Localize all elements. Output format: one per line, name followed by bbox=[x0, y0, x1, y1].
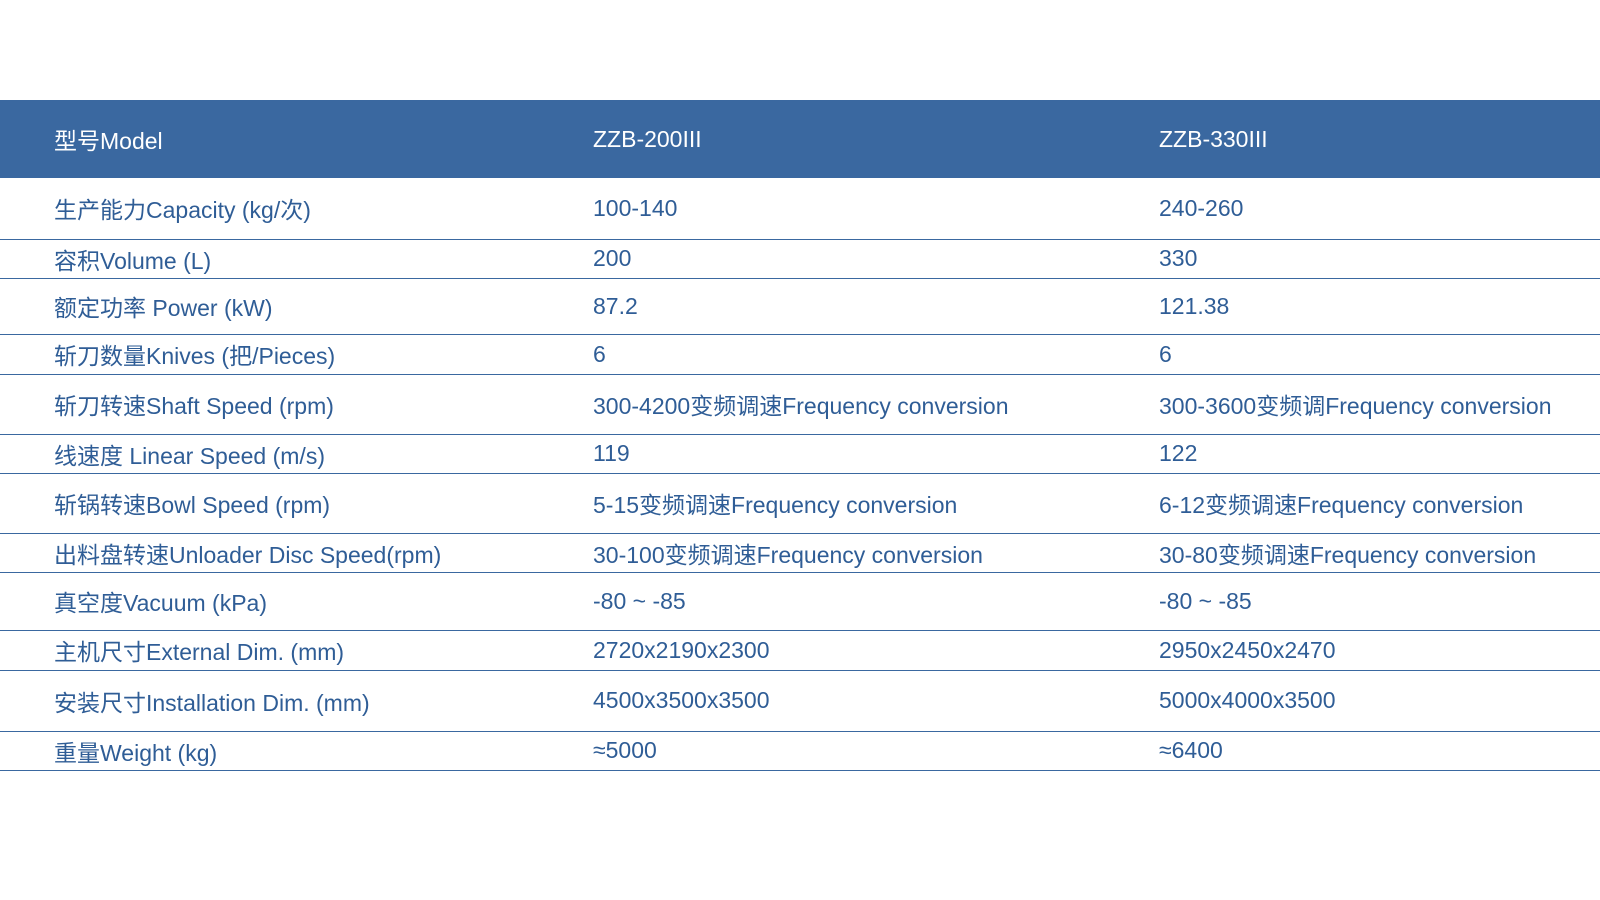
cell: 122 bbox=[1159, 434, 1600, 474]
cell: 300-3600变频调Frequency conversion bbox=[1159, 374, 1600, 435]
cell: 4500x3500x3500 bbox=[593, 670, 1159, 732]
row-label: 重量Weight (kg) bbox=[0, 731, 593, 771]
row-label: 真空度Vacuum (kPa) bbox=[0, 572, 593, 631]
cell: 100-140 bbox=[593, 178, 1159, 240]
header-row: 型号Model ZZB-200III ZZB-330III bbox=[0, 100, 1600, 178]
table-row: 额定功率 Power (kW) 87.2 121.38 bbox=[0, 278, 1600, 335]
table-row: 真空度Vacuum (kPa) -80 ~ -85 -80 ~ -85 bbox=[0, 572, 1600, 631]
row-label: 生产能力Capacity (kg/次) bbox=[0, 178, 593, 240]
row-label: 主机尺寸External Dim. (mm) bbox=[0, 630, 593, 671]
cell: 330 bbox=[1159, 239, 1600, 279]
table-row: 重量Weight (kg) ≈5000 ≈6400 bbox=[0, 731, 1600, 771]
table-row: 斩刀转速Shaft Speed (rpm) 300-4200变频调速Frequen… bbox=[0, 374, 1600, 435]
row-label: 斩刀转速Shaft Speed (rpm) bbox=[0, 374, 593, 435]
table-row: 主机尺寸External Dim. (mm) 2720x2190x2300 2950… bbox=[0, 630, 1600, 671]
row-label: 线速度 Linear Speed (m/s) bbox=[0, 434, 593, 474]
cell: -80 ~ -85 bbox=[593, 572, 1159, 631]
row-label: 安装尺寸Installation Dim. (mm) bbox=[0, 670, 593, 732]
row-label: 出料盘转速Unloader Disc Speed(rpm) bbox=[0, 533, 593, 573]
cell: 200 bbox=[593, 239, 1159, 279]
table-row: 生产能力Capacity (kg/次) 100-140 240-260 bbox=[0, 178, 1600, 240]
table-row: 线速度 Linear Speed (m/s) 119 122 bbox=[0, 434, 1600, 474]
header-cell: 型号Model bbox=[0, 100, 593, 178]
table-row: 出料盘转速Unloader Disc Speed(rpm) 30-100变频调速F… bbox=[0, 533, 1600, 573]
cell: 87.2 bbox=[593, 278, 1159, 335]
cell: 300-4200变频调速Frequency conversion bbox=[593, 374, 1159, 435]
cell: 6 bbox=[1159, 334, 1600, 375]
cell: 121.38 bbox=[1159, 278, 1600, 335]
cell: 2950x2450x2470 bbox=[1159, 630, 1600, 671]
spec-table: 型号Model ZZB-200III ZZB-330III 生产能力Capacity… bbox=[0, 100, 1600, 771]
cell: 119 bbox=[593, 434, 1159, 474]
table-row: 斩锅转速Bowl Speed (rpm) 5-15变频调速Frequency co… bbox=[0, 473, 1600, 534]
cell: ≈6400 bbox=[1159, 731, 1600, 771]
cell: -80 ~ -85 bbox=[1159, 572, 1600, 631]
cell: 2720x2190x2300 bbox=[593, 630, 1159, 671]
row-label: 斩锅转速Bowl Speed (rpm) bbox=[0, 473, 593, 534]
table-row: 斩刀数量Knives (把/Pieces) 6 6 bbox=[0, 334, 1600, 375]
header-cell: ZZB-200III bbox=[593, 100, 1159, 178]
row-label: 额定功率 Power (kW) bbox=[0, 278, 593, 335]
header-cell: ZZB-330III bbox=[1159, 100, 1600, 178]
cell: 6-12变频调速Frequency conversion bbox=[1159, 473, 1600, 534]
row-label: 斩刀数量Knives (把/Pieces) bbox=[0, 334, 593, 375]
table-row: 安装尺寸Installation Dim. (mm) 4500x3500x3500… bbox=[0, 670, 1600, 732]
cell: 240-260 bbox=[1159, 178, 1600, 240]
table-row: 容积Volume (L) 200 330 bbox=[0, 239, 1600, 279]
cell: 30-80变频调速Frequency conversion bbox=[1159, 533, 1600, 573]
cell: 5000x4000x3500 bbox=[1159, 670, 1600, 732]
cell: 6 bbox=[593, 334, 1159, 375]
row-label: 容积Volume (L) bbox=[0, 239, 593, 279]
cell: 30-100变频调速Frequency conversion bbox=[593, 533, 1159, 573]
cell: 5-15变频调速Frequency conversion bbox=[593, 473, 1159, 534]
cell: ≈5000 bbox=[593, 731, 1159, 771]
